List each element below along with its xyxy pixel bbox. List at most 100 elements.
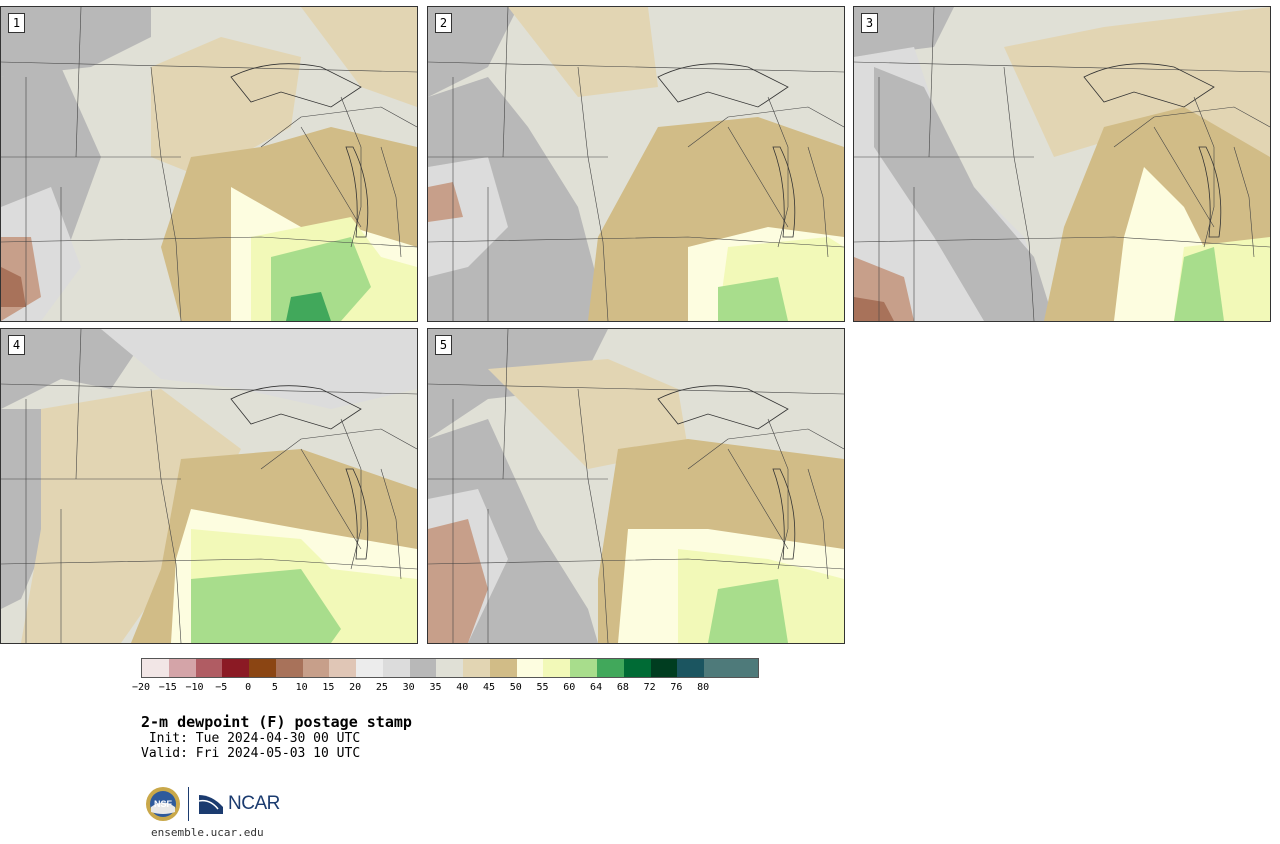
dewpoint-region xyxy=(854,7,954,57)
state-border xyxy=(428,61,844,73)
colorbar-tick-label: 40 xyxy=(456,682,469,693)
colorbar-tick-label: 80 xyxy=(697,682,710,693)
state-border xyxy=(340,418,362,570)
state-border xyxy=(807,146,829,258)
dewpoint-region xyxy=(301,7,417,107)
lake-michigan-outline xyxy=(772,468,796,560)
colorbar-tick-label: 64 xyxy=(590,682,603,693)
colorbar-swatch xyxy=(570,659,598,677)
state-border xyxy=(150,66,182,321)
colorbar-tick-label: −5 xyxy=(215,682,228,693)
state-border xyxy=(854,61,1270,73)
state-border xyxy=(380,468,402,580)
state-border xyxy=(1,61,417,73)
lake-superior-outline xyxy=(230,385,362,430)
state-border xyxy=(300,448,362,550)
colorbar-swatch xyxy=(302,659,330,677)
colorbar-swatch xyxy=(222,659,250,677)
postage-stamp-map-3: 3 xyxy=(853,6,1271,322)
colorbar-swatch xyxy=(356,659,383,677)
colorbar-tick-label: −15 xyxy=(158,682,177,693)
dewpoint-region xyxy=(718,277,788,321)
colorbar-tick-label: 30 xyxy=(402,682,415,693)
state-border xyxy=(300,126,362,228)
state-border xyxy=(928,7,935,158)
state-border xyxy=(1233,146,1255,258)
dewpoint-region xyxy=(1174,247,1224,321)
site-url: ensemble.ucar.edu xyxy=(151,826,264,839)
panel-number: 5 xyxy=(435,335,452,355)
state-border xyxy=(687,106,844,148)
colorbar-swatch xyxy=(543,659,571,677)
state-border xyxy=(428,236,844,248)
colorbar-tick-label: 0 xyxy=(245,682,252,693)
dewpoint-map-3 xyxy=(854,7,1270,321)
colorbar-tick-label: 76 xyxy=(670,682,683,693)
state-border xyxy=(1153,126,1215,228)
colorbar-tick-label: −20 xyxy=(131,682,151,693)
colorbar-swatch xyxy=(249,659,276,677)
postage-stamp-map-2: 2 xyxy=(427,6,845,322)
dewpoint-map-2 xyxy=(428,7,844,321)
state-border xyxy=(1193,96,1215,248)
state-border xyxy=(260,428,417,470)
colorbar-tick-label: 45 xyxy=(482,682,496,693)
dewpoint-map-4 xyxy=(1,329,417,643)
state-border xyxy=(502,329,509,480)
dewpoint-region xyxy=(428,182,463,222)
colorbar-tick-label: 68 xyxy=(616,682,629,693)
colorbar-tick-label: 25 xyxy=(375,682,388,693)
lake-superior-outline xyxy=(657,63,789,108)
state-border xyxy=(502,7,509,158)
state-border xyxy=(767,418,789,570)
state-border xyxy=(1,558,417,570)
dewpoint-region xyxy=(508,7,658,97)
lake-michigan-outline xyxy=(345,146,369,238)
logo-divider xyxy=(188,787,189,821)
colorbar-swatch xyxy=(623,659,651,677)
colorbar-tick-label: 60 xyxy=(563,682,576,693)
colorbar-tick-label: 35 xyxy=(429,682,442,693)
ncar-logo-icon xyxy=(198,795,223,814)
colorbar-swatch xyxy=(409,659,437,677)
state-border xyxy=(75,7,82,158)
postage-stamp-map-1: 1 xyxy=(0,6,418,322)
nsf-logo-icon: NSF xyxy=(146,787,180,821)
state-border xyxy=(340,96,362,248)
colorbar-swatch xyxy=(329,659,357,677)
state-border xyxy=(727,448,789,550)
dewpoint-map-1 xyxy=(1,7,417,321)
state-border xyxy=(1,236,417,248)
state-border xyxy=(75,329,82,480)
colorbar-tick-label: 20 xyxy=(349,682,362,693)
colorbar-tick-label: −10 xyxy=(185,682,204,693)
dewpoint-region xyxy=(708,579,788,643)
lake-superior-outline xyxy=(230,63,362,108)
colorbar-tick-label: 72 xyxy=(643,682,656,693)
valid-time: Valid: Fri 2024-05-03 10 UTC xyxy=(141,746,361,761)
dewpoint-region xyxy=(286,292,331,321)
logos: NSF NCAR xyxy=(145,786,280,822)
state-border xyxy=(260,106,417,148)
dewpoint-region xyxy=(874,67,1054,321)
state-border xyxy=(428,383,844,395)
dewpoint-region xyxy=(1,267,26,307)
state-border xyxy=(150,388,182,643)
colorbar-swatch xyxy=(142,659,169,677)
colorbar-tick-labels: −20 −15 −10 −5 0 5 10 15 20 25 30 35 40 45 50 55 60 64 68 7… xyxy=(132,682,757,696)
state-border xyxy=(577,66,609,321)
lake-superior-outline xyxy=(1083,63,1215,108)
state-border xyxy=(727,126,789,228)
state-border xyxy=(1,383,417,395)
colorbar-swatch xyxy=(195,659,223,677)
state-border xyxy=(687,428,844,470)
colorbar-tick-label: 10 xyxy=(295,682,308,693)
lake-michigan-outline xyxy=(1198,146,1222,238)
colorbar-tick-label: 55 xyxy=(536,682,549,693)
postage-stamp-map-4: 4 xyxy=(0,328,418,644)
ncar-wordmark: NCAR xyxy=(228,793,280,814)
colorbar-swatch xyxy=(730,659,758,677)
dewpoint-region xyxy=(101,329,417,409)
colorbar-swatch xyxy=(677,659,705,677)
dewpoint-region xyxy=(191,569,341,643)
